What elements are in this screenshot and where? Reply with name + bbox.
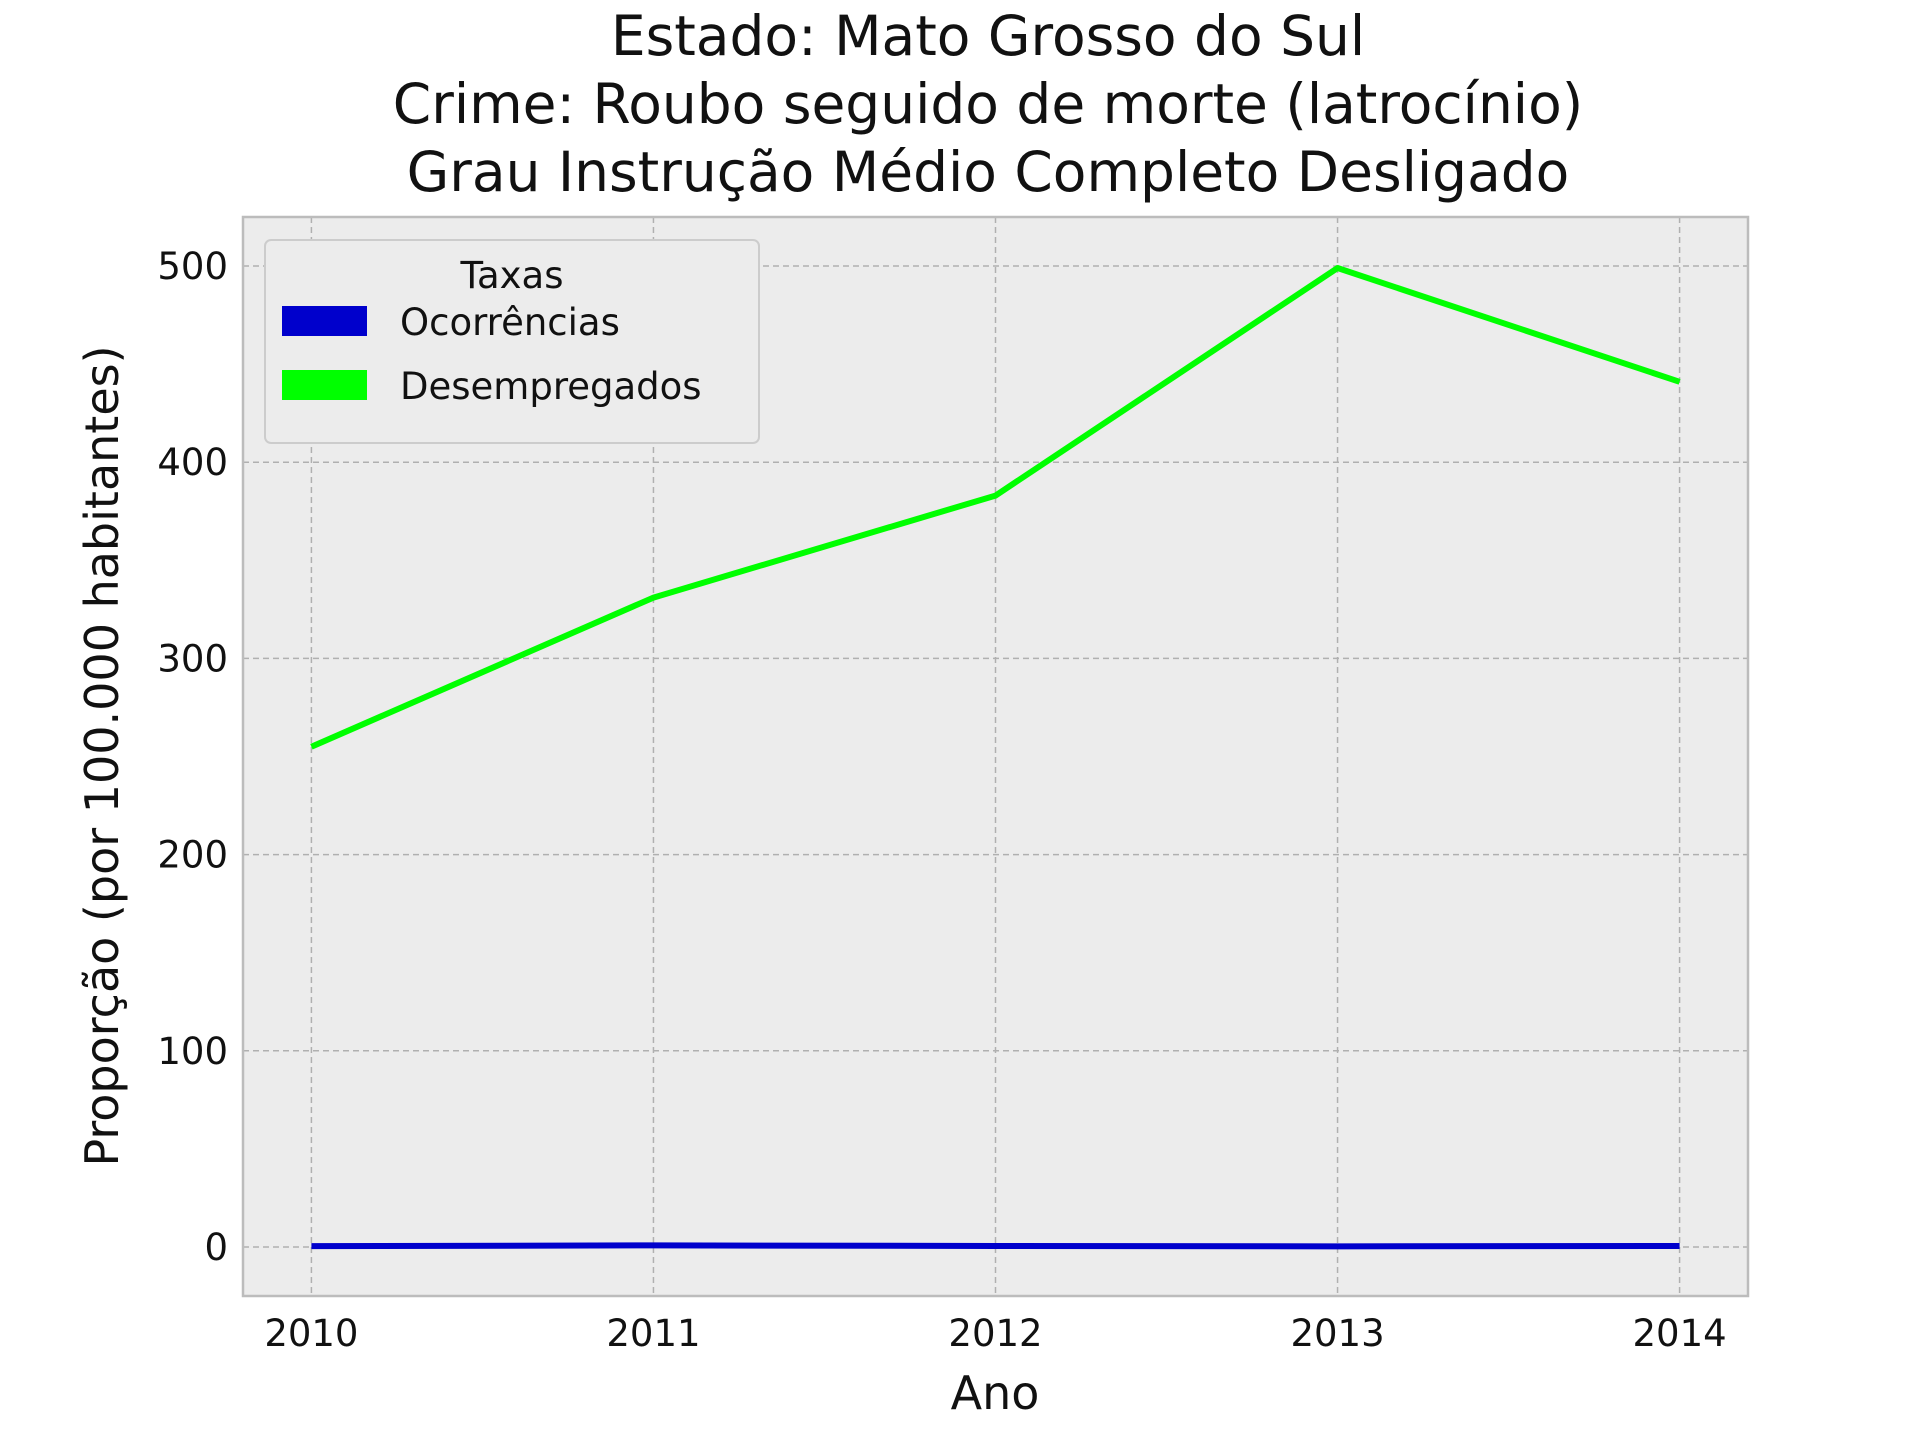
x-tick-label: 2010 [264, 1312, 358, 1355]
series-line-ocorrências [311, 1242, 1680, 1250]
legend: Taxas Ocorrências Desempregados [264, 239, 760, 444]
x-tick-label: 2014 [1633, 1312, 1727, 1355]
legend-title: Taxas [460, 254, 564, 297]
legend-label: Ocorrências [400, 301, 620, 344]
y-tick-label: 500 [157, 245, 228, 288]
chart-title-line-2: Crime: Roubo seguido de morte (latrocíni… [393, 72, 1583, 136]
x-tick-labels: 2010 2011 2012 2013 2014 [264, 1312, 1726, 1355]
legend-box [264, 239, 760, 444]
x-tick-label: 2011 [606, 1312, 700, 1355]
legend-entries: Ocorrências Desempregados [282, 301, 702, 408]
y-tick-label: 100 [157, 1030, 228, 1073]
y-tick-label: 300 [157, 637, 228, 680]
x-tick-label: 2012 [948, 1312, 1042, 1355]
chart-title-line-1: Estado: Mato Grosso do Sul [611, 4, 1365, 68]
series-lines [310, 265, 1681, 1250]
legend-label: Desempregados [400, 365, 702, 408]
y-tick-labels: 0 100 200 300 400 500 [157, 245, 228, 1269]
y-axis-label: Proporção (por 100.000 habitantes) [75, 345, 129, 1166]
y-tick-label: 0 [204, 1226, 228, 1269]
x-axis-label: Ano [951, 1366, 1040, 1420]
legend-swatch-desempregados [282, 370, 367, 400]
y-tick-label: 400 [157, 441, 228, 484]
chart-title-line-3: Grau Instrução Médio Completo Desligado [407, 140, 1570, 204]
legend-swatch-ocorrências [282, 306, 367, 336]
x-tick-label: 2013 [1290, 1312, 1384, 1355]
plot-frame [241, 215, 1750, 1298]
y-tick-label: 200 [157, 834, 228, 877]
series-line-desempregados [310, 265, 1681, 750]
